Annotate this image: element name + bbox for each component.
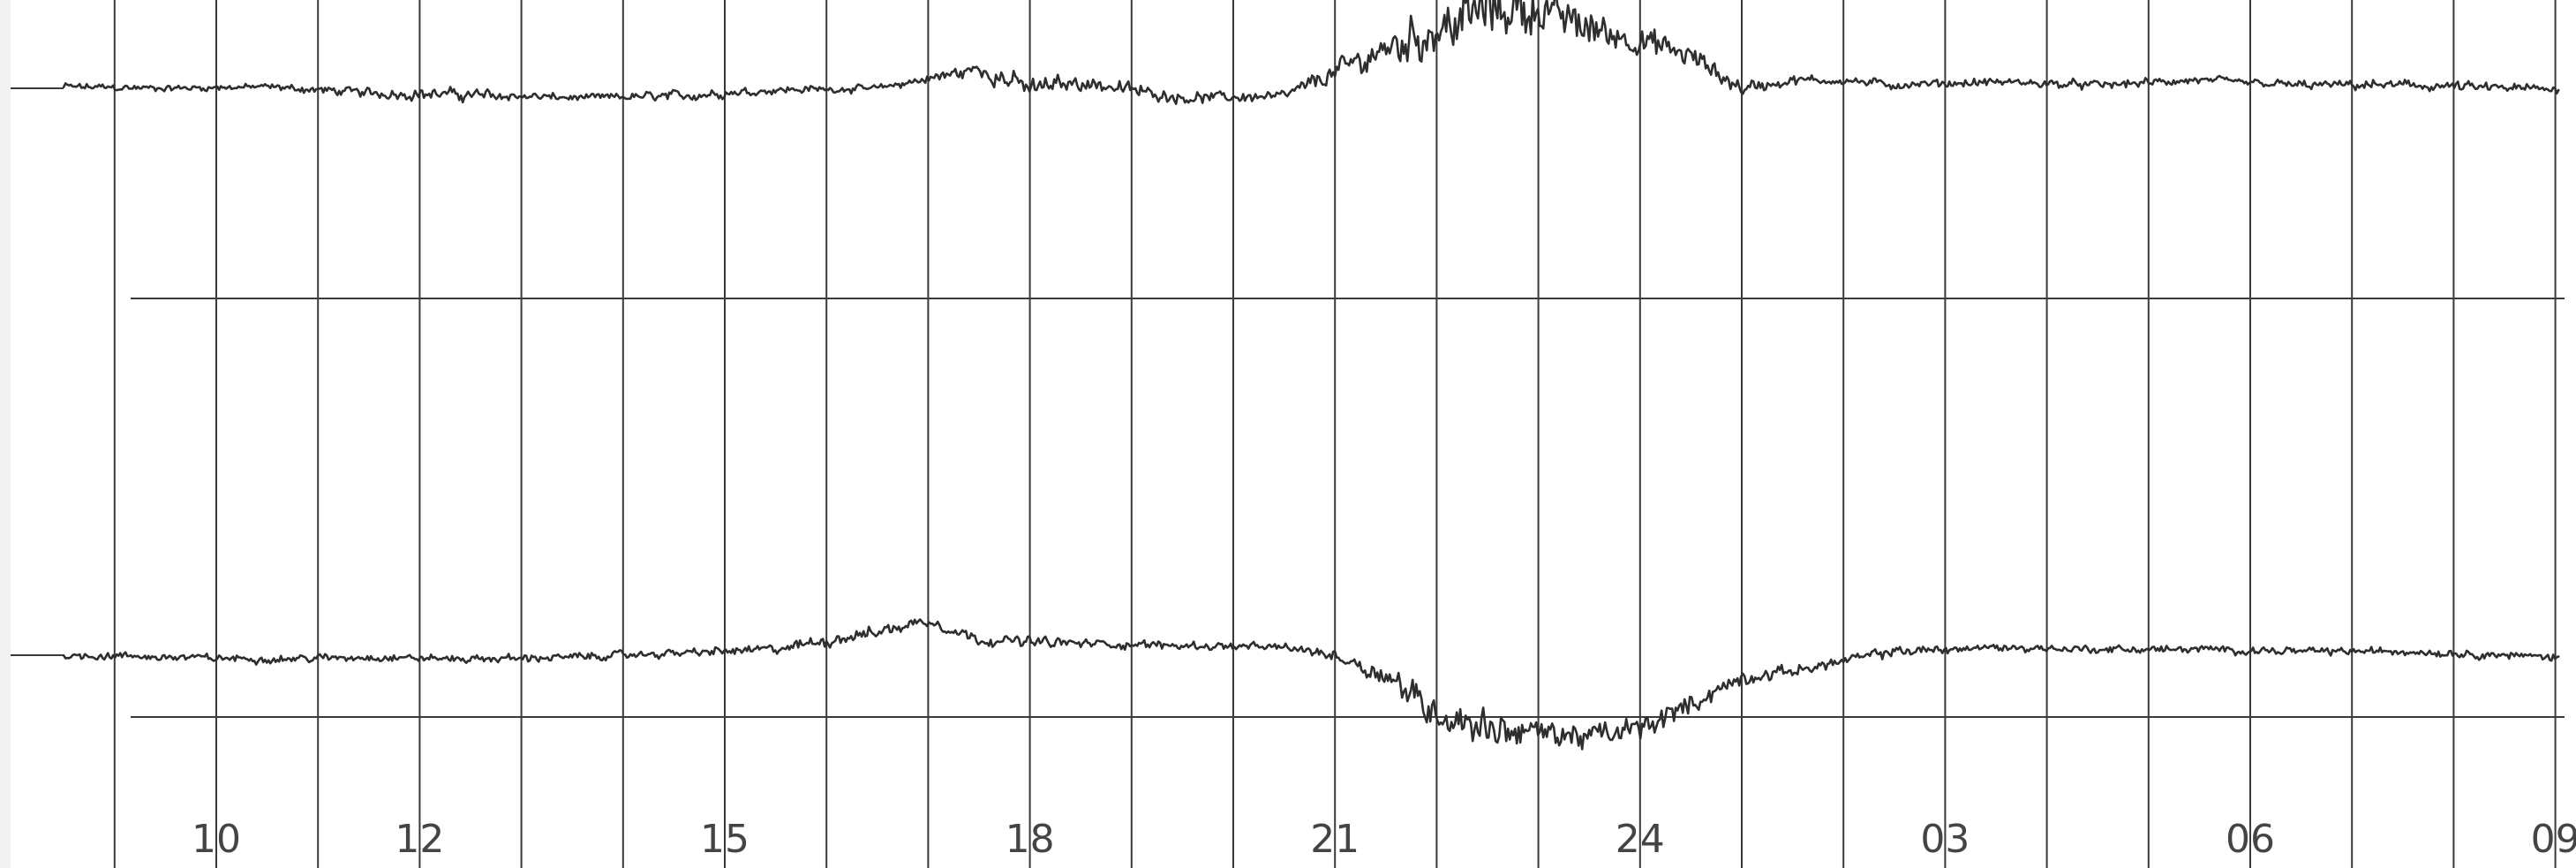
x-tick-label: 03	[1920, 817, 1970, 862]
paper-edge	[0, 0, 11, 868]
trace-top	[62, 0, 2560, 105]
x-tick-label: 06	[2226, 817, 2275, 862]
x-tick-label: 09	[2531, 817, 2576, 862]
x-tick-label: 10	[192, 817, 241, 862]
x-tick-label: 18	[1006, 817, 1055, 862]
x-tick-label: 21	[1310, 817, 1360, 862]
trace-bottom	[62, 618, 2560, 751]
grid	[113, 0, 2565, 868]
x-tick-label: 12	[395, 817, 444, 862]
traces	[62, 0, 2560, 751]
x-tick-label: 24	[1616, 817, 1665, 862]
x-tick-labels: 10 12 15 18 21 24 03 06 09	[192, 817, 2576, 862]
x-tick-label: 15	[700, 817, 749, 862]
